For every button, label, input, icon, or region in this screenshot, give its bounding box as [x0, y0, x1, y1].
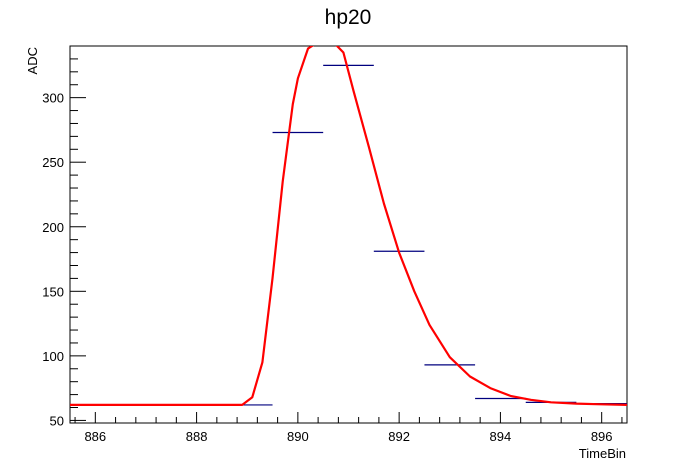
y-axis-label: ADC [25, 47, 40, 74]
x-axis-label: TimeBin [579, 446, 626, 461]
plot-frame [69, 45, 628, 424]
axis-ticks: 886 888 890 892 894 896 50 100 150 200 250 300 [42, 45, 623, 444]
x-tick-label: 896 [591, 429, 613, 444]
x-tick-label: 888 [186, 429, 208, 444]
x-tick-label: 890 [287, 429, 309, 444]
chart-title: hp20 [325, 6, 372, 29]
x-tick-label: 894 [490, 429, 512, 444]
y-tick-label: 150 [42, 284, 64, 299]
x-tick-label: 892 [388, 429, 410, 444]
y-tick-label: 200 [42, 220, 64, 235]
fit-curve-line [70, 46, 627, 406]
y-tick-label: 100 [42, 349, 64, 364]
histogram-series [70, 64, 627, 406]
y-tick-label: 300 [42, 91, 64, 106]
y-tick-label: 250 [42, 155, 64, 170]
x-tick-label: 886 [84, 429, 106, 444]
fit-curve-series [70, 46, 627, 406]
y-tick-label: 50 [50, 413, 64, 428]
